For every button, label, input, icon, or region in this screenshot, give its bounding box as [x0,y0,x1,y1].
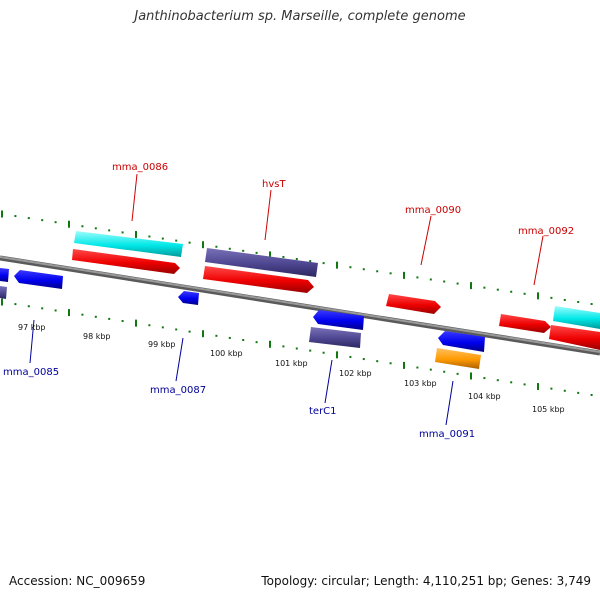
accession-text: Accession: NC_009659 [9,574,146,588]
gene-label[interactable]: terC1 [309,406,337,417]
gene-label[interactable]: mma_0092 [518,226,574,237]
kbp-label: 99 kbp [148,340,176,349]
reverse-genes [0,268,485,369]
kbp-label: 105 kbp [532,405,565,414]
backbone [0,255,600,356]
gene-mma_0091-inner[interactable] [435,348,481,369]
kbp-label: 98 kbp [83,332,111,341]
gene-terC1[interactable] [313,310,364,330]
kbp-label: 100 kbp [210,349,243,358]
gene-left-edge-slate[interactable] [0,286,7,299]
genome-summary: Topology: circular; Length: 4,110,251 bp… [261,574,591,588]
gene-mma_0090[interactable] [386,294,441,314]
reverse-tick-track [1,298,593,396]
gene-forward-edge[interactable] [549,325,600,350]
kbp-label: 103 kbp [404,379,437,388]
kbp-label: 102 kbp [339,369,372,378]
gene-label[interactable]: mma_0091 [419,429,475,440]
forward-genes [72,249,600,350]
gene-mma_0085[interactable] [14,270,63,289]
label-callouts [29,173,544,426]
kbp-label: 97 kbp [18,323,46,332]
kbp-label: 104 kbp [468,392,501,401]
gene-label[interactable]: mma_0087 [150,385,206,396]
gene-label[interactable]: mma_0086 [112,162,168,173]
gene-slate-hvsT[interactable] [205,248,318,277]
gene-labels: mma_0085 mma_0086 mma_0087 hvsT terC1 mm… [3,162,574,440]
forward-outer-genes [74,231,600,329]
gene-cyan-edge[interactable] [553,306,600,329]
gene-mma_0092[interactable] [499,314,551,333]
gene-mma_0086[interactable] [72,249,180,274]
gene-cyan-0086[interactable] [74,231,183,257]
kbp-scale: 97 kbp 98 kbp 99 kbp 100 kbp 101 kbp 102… [18,323,565,414]
kbp-label: 101 kbp [275,359,308,368]
gene-terC1-inner[interactable] [309,327,361,348]
gene-label[interactable]: hvsT [262,179,286,190]
gene-mma_0091[interactable] [438,331,485,352]
gene-label[interactable]: mma_0085 [3,367,59,378]
map-title: Janthinobacterium sp. Marseille, complet… [134,9,466,24]
gene-hvsT[interactable] [203,266,314,293]
gene-left-edge-blue[interactable] [0,268,9,282]
gene-label[interactable]: mma_0090 [405,205,461,216]
gene-mma_0087[interactable] [178,291,199,305]
